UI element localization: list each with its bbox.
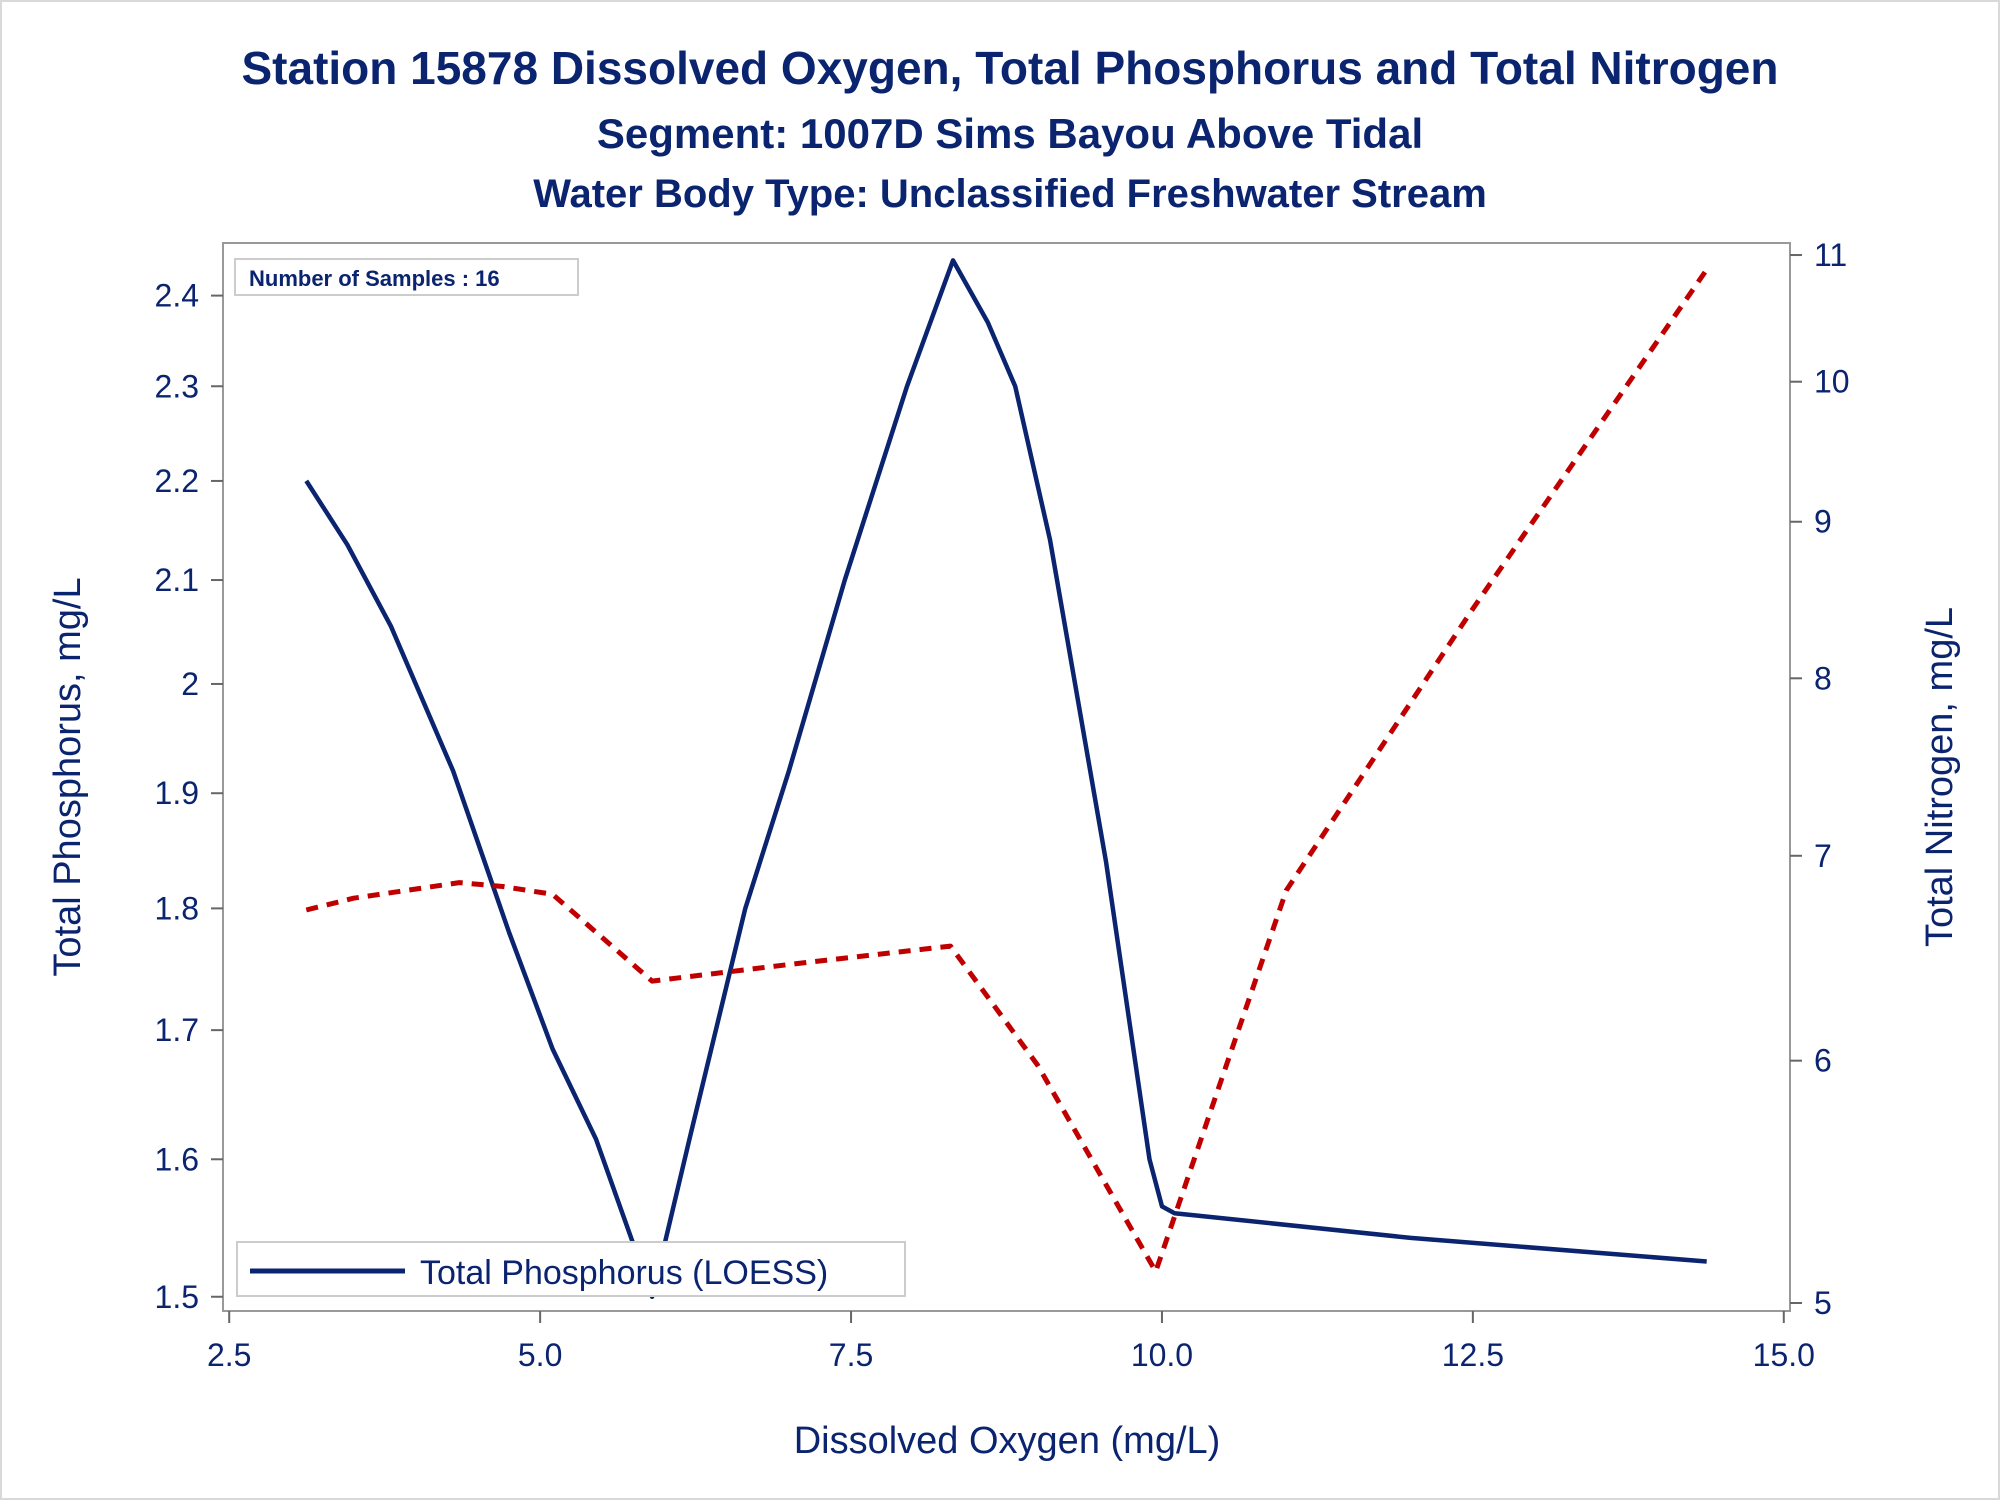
series-layer	[304, 258, 1709, 1300]
y-tick-label: 2.4	[155, 278, 199, 314]
y2-axis-label: Total Nitrogen, mg/L	[1919, 607, 1961, 947]
y-tick-label: 1.6	[155, 1141, 199, 1177]
x-tick-label: 12.5	[1442, 1337, 1504, 1373]
x-axis: 2.5 5.0 7.5 10.0 12.5 15.0	[207, 1311, 1815, 1373]
chart-title: Station 15878 Dissolved Oxygen, Total Ph…	[241, 42, 1778, 94]
series-line-total-phosphorus	[304, 258, 1707, 1300]
x-tick-label: 7.5	[829, 1337, 873, 1373]
y-tick-label: 1.9	[155, 775, 199, 811]
sample-count-box: Number of Samples : 16	[234, 258, 579, 296]
y-tick-label: 1.7	[155, 1012, 199, 1048]
y2-tick-label: 8	[1814, 660, 1832, 696]
legend: Total Phosphorus (LOESS)	[236, 1241, 906, 1297]
y2-tick-label: 11	[1814, 237, 1847, 273]
x-axis-label: Dissolved Oxygen (mg/L)	[794, 1420, 1221, 1462]
y-tick-label: 2.3	[155, 368, 199, 404]
y-tick-label: 1.8	[155, 890, 199, 926]
y-axis-label: Total Phosphorus, mg/L	[47, 577, 89, 976]
y2-tick-label: 9	[1814, 504, 1832, 540]
plot-area	[222, 242, 1791, 1312]
y-axis-left: 1.5 1.6 1.7 1.8 1.9 2 2.1 2.2 2.3 2.4	[155, 278, 223, 1315]
y2-tick-label: 6	[1814, 1043, 1832, 1079]
y-axis-right: 5 6 7 8 9 10 11	[1790, 237, 1850, 1321]
x-tick-label: 5.0	[518, 1337, 562, 1373]
chart-subtitle: Segment: 1007D Sims Bayou Above Tidal	[597, 110, 1423, 157]
y-tick-label: 2.1	[155, 562, 199, 598]
y2-tick-label: 5	[1814, 1285, 1832, 1321]
x-tick-label: 10.0	[1131, 1337, 1193, 1373]
series-line-total-nitrogen	[305, 268, 1709, 1274]
y-tick-label: 1.5	[155, 1279, 199, 1315]
y-tick-label: 2	[181, 666, 199, 702]
legend-label-phosphorus: Total Phosphorus (LOESS)	[420, 1254, 828, 1292]
chart-subtitle-2: Water Body Type: Unclassified Freshwater…	[533, 172, 1487, 216]
y2-tick-label: 10	[1814, 364, 1850, 400]
y-tick-label: 2.2	[155, 463, 199, 499]
sample-count-text: Number of Samples : 16	[249, 266, 500, 291]
x-tick-label: 2.5	[207, 1337, 251, 1373]
y2-tick-label: 7	[1814, 838, 1832, 874]
x-tick-label: 15.0	[1753, 1337, 1815, 1373]
